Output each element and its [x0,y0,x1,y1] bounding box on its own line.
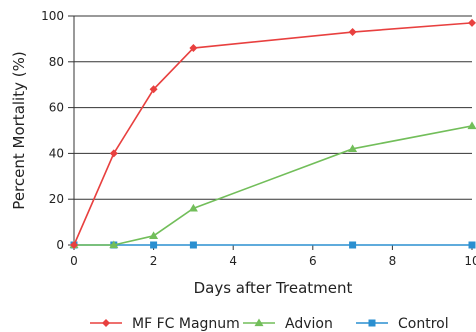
data-point-control-2 [150,241,158,249]
tick-labels: 0 20 40 60 80 100 0 2 4 6 8 10 [41,9,476,268]
y-tick-label-40: 40 [49,146,64,160]
data-point-advion-3 [188,203,198,212]
series-mf-fc-magnum [70,18,476,249]
x-tick-label-4: 4 [229,254,237,268]
data-point-control-3 [189,241,197,249]
y-tick-label-80: 80 [49,55,64,69]
legend-marker-control [368,319,376,327]
data-point-control-5 [468,241,476,249]
series-line-advion [74,125,473,246]
x-tick-label-0: 0 [70,254,78,268]
data-point-mf-fc-magnum-3 [189,44,198,53]
x-tick-label-8: 8 [389,254,397,268]
legend-item-advion: Advion [243,316,333,332]
legend-label-control: Control [398,316,449,332]
series-line-mf-fc-magnum [73,22,473,246]
data-point-mf-fc-magnum-5 [468,18,476,27]
legend-label-advion: Advion [285,316,333,332]
data-point-mf-fc-magnum-2 [149,85,158,94]
legend-item-mf-fc-magnum: MF FC Magnum [90,316,240,332]
gridlines [74,15,472,200]
data-point-mf-fc-magnum-1 [109,149,118,158]
data-point-mf-fc-magnum-4 [348,28,357,37]
x-tick-label-10: 10 [464,254,476,268]
data-point-advion-1 [109,240,119,249]
data-point-advion-2 [149,231,159,239]
series-control [70,241,476,249]
series-advion [69,121,476,249]
data-point-mf-fc-magnum-0 [70,241,78,249]
y-tick-label-60: 60 [49,101,64,115]
legend-item-control: Control [356,316,449,332]
y-tick-label-0: 0 [56,238,64,252]
data-point-control-4 [349,241,357,249]
x-tick-label-2: 2 [150,254,158,268]
legend: MF FC Magnum Advion Control [90,316,449,332]
axes [68,15,473,250]
x-axis-title: Days after Treatment [194,279,353,297]
data-point-advion-4 [348,144,358,152]
data-point-advion-5 [467,121,476,130]
legend-marker-advion [254,318,264,327]
series-lines [69,18,476,249]
legend-marker-mf-fc-magnum [102,319,110,327]
y-tick-label-100: 100 [41,9,64,23]
y-axis-title: Percent Mortality (%) [10,51,28,209]
x-tick-label-6: 6 [309,254,317,268]
legend-label-mf-fc-magnum: MF FC Magnum [132,316,240,332]
y-tick-label-20: 20 [49,192,64,206]
